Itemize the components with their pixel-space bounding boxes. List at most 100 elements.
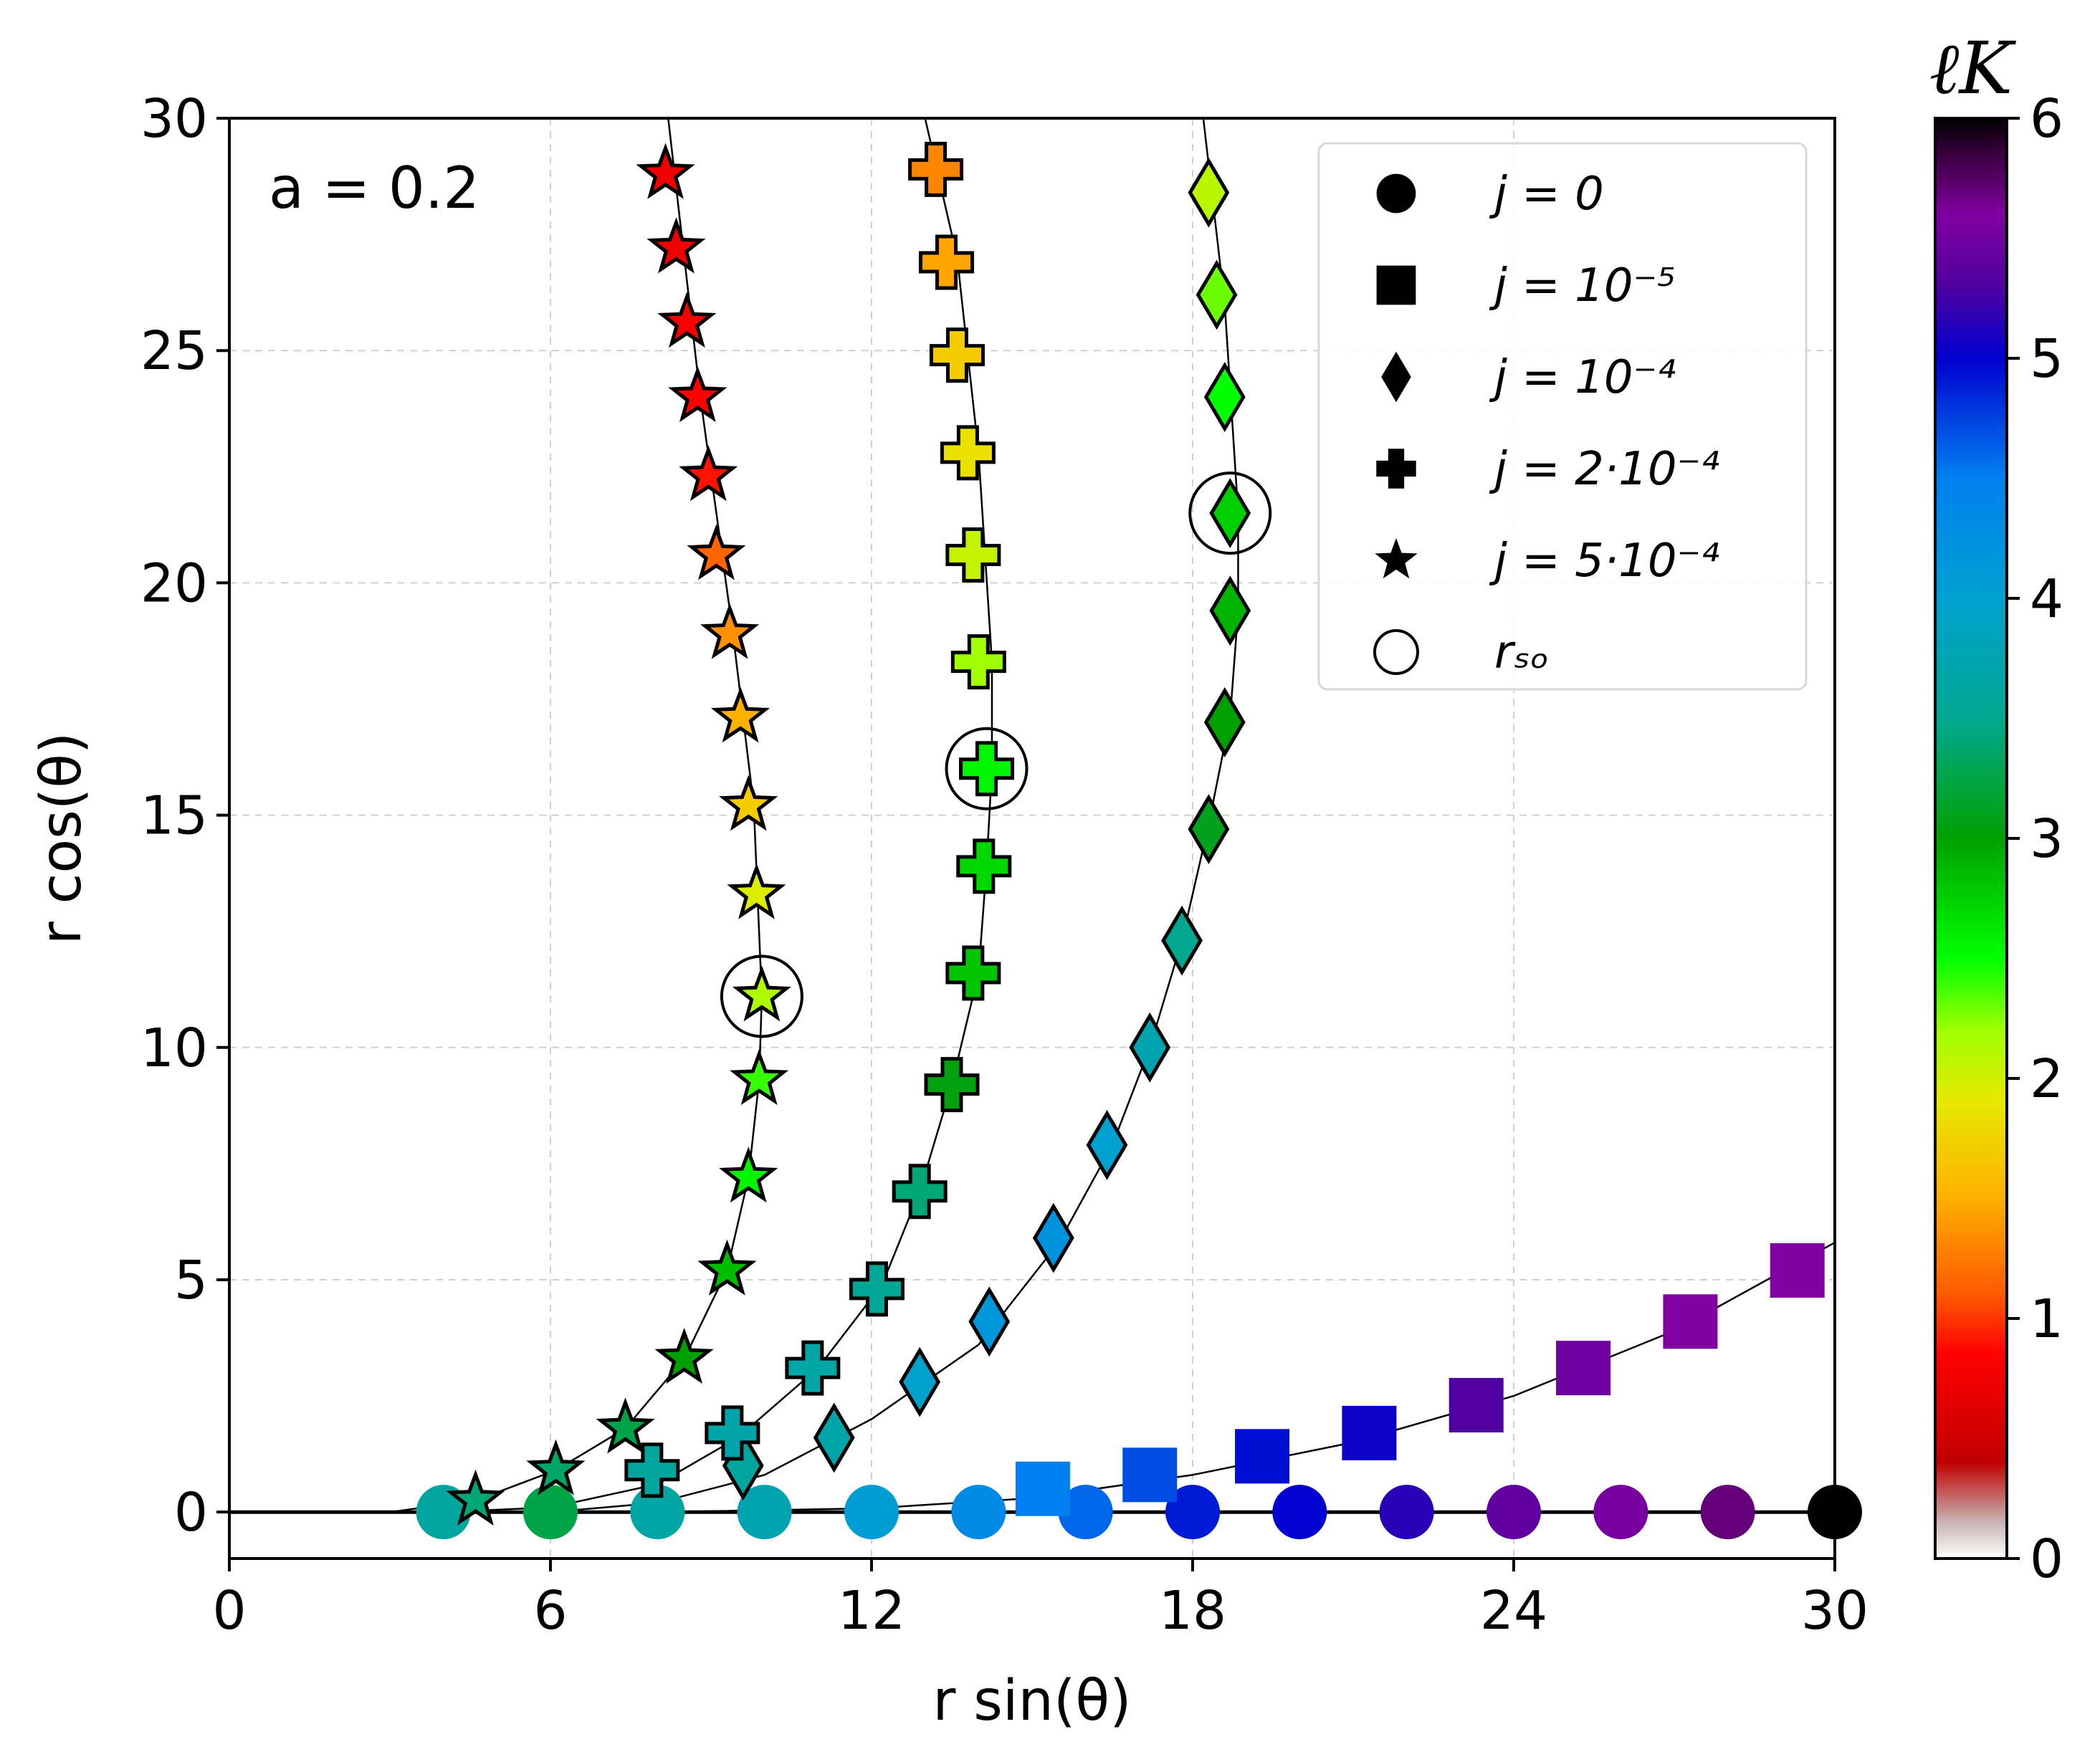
diamond-legend-icon (1381, 351, 1411, 403)
rso-circle (720, 954, 803, 1038)
plus-point (929, 327, 985, 383)
plus-point (924, 1057, 980, 1113)
diamond-point (1203, 686, 1246, 757)
square-point (1122, 1447, 1178, 1503)
star-point (657, 292, 717, 348)
plus-legend-icon (1376, 449, 1416, 489)
y-tick-label: 5 (174, 1250, 208, 1311)
y-tick-label: 30 (140, 88, 208, 150)
plus-point (919, 234, 975, 290)
square-point (1663, 1294, 1718, 1349)
circle-point (1272, 1485, 1327, 1540)
star-point (679, 445, 738, 502)
legend: j = 0 j = 10⁻⁵ j = 10⁻⁴ j = 2·10⁻⁴ j = 5·10⁻… (1317, 142, 1808, 691)
star-point (700, 603, 760, 659)
colorbar-tick-label: 1 (2030, 1288, 2063, 1350)
star-point (596, 1397, 655, 1454)
star-point (727, 863, 786, 919)
star-point (654, 1328, 714, 1384)
plus-point (945, 945, 1001, 1001)
x-tick-label: 6 (533, 1580, 567, 1642)
plus-point (908, 141, 964, 197)
star-point (668, 365, 727, 423)
circle-point (844, 1485, 899, 1540)
square-point (1235, 1429, 1290, 1484)
legend-label: j = 0 (1489, 168, 1604, 221)
star-point (526, 1439, 586, 1495)
star-legend-icon (1375, 537, 1418, 579)
square-point (1342, 1405, 1397, 1460)
colorbar-tick-label: 5 (2030, 328, 2063, 390)
circle-point (523, 1485, 578, 1540)
colorbar-tick-label: 6 (2030, 88, 2063, 150)
colorbar-tick-label: 3 (2030, 808, 2063, 870)
circle-point (1165, 1485, 1220, 1540)
star-point (732, 965, 792, 1022)
diamond-point (1129, 1012, 1171, 1083)
circle-point (1486, 1485, 1541, 1540)
circle-point (1700, 1485, 1755, 1540)
legend-label: rₛₒ (1494, 626, 1550, 679)
x-tick-label: 24 (1480, 1580, 1547, 1642)
circle-point (630, 1485, 685, 1540)
circle-point (951, 1485, 1006, 1540)
diamond-point (1195, 259, 1238, 330)
diamond-point (968, 1286, 1011, 1357)
star-point (710, 686, 770, 743)
y-axis-label: r cos(θ) (29, 732, 94, 945)
x-tick-label: 0 (212, 1580, 246, 1642)
diamond-point (1209, 575, 1251, 646)
colorbar-tick-label: 2 (2030, 1048, 2063, 1110)
circle-legend-icon (1376, 173, 1416, 214)
plus-point (950, 634, 1006, 690)
star-point (687, 524, 746, 580)
diamond-point (1203, 362, 1246, 432)
diamond-point (1209, 478, 1251, 549)
square-point (1770, 1243, 1825, 1298)
y-tick-label: 15 (140, 785, 208, 847)
colorbar-title: ℓK (1929, 27, 2017, 110)
star-point (719, 775, 778, 831)
diamond-point (813, 1402, 855, 1473)
plot-frame (228, 117, 1836, 1560)
star-point (446, 1469, 505, 1526)
plus-point (892, 1164, 948, 1220)
colorbar-tick-label: 0 (2030, 1528, 2063, 1590)
square-point (1015, 1461, 1070, 1516)
star-point (636, 143, 695, 199)
diamond-point (1086, 1110, 1128, 1180)
circle-point (1379, 1485, 1434, 1540)
diamond-point (1032, 1202, 1074, 1273)
diamond-point (1161, 905, 1203, 976)
star-point (719, 1146, 778, 1203)
circle-point (1593, 1485, 1648, 1540)
y-tick-label: 20 (140, 552, 208, 614)
x-tick-label: 12 (838, 1580, 905, 1642)
diamond-point (1188, 794, 1230, 864)
square-legend-icon (1376, 265, 1416, 305)
legend-label: j = 10⁻⁵ (1489, 259, 1676, 312)
fit-curve (229, 1242, 1835, 1513)
square-point (1556, 1341, 1611, 1396)
colorbar-gradient (1934, 117, 2008, 1560)
star-point (646, 217, 706, 274)
circle-point (737, 1485, 792, 1540)
fit-curve (229, 118, 1239, 1513)
x-tick-label: 18 (1159, 1580, 1226, 1642)
legend-box (1317, 142, 1808, 691)
colorbar: 0 1 2 3 4 5 6ℓK (1929, 27, 2063, 1590)
diamond-point (899, 1346, 941, 1417)
plus-point (785, 1340, 841, 1396)
plus-point (624, 1442, 680, 1498)
markers (416, 141, 1862, 1540)
star-point (697, 1239, 757, 1296)
plus-point (849, 1261, 905, 1317)
y-tick-label: 25 (140, 320, 208, 382)
square-point (1448, 1378, 1504, 1433)
legend-label: j = 2·10⁻⁴ (1489, 443, 1719, 496)
colorbar-tick-label: 4 (2030, 568, 2063, 630)
y-tick-label: 10 (140, 1018, 208, 1079)
annotation: a = 0.2 (269, 155, 479, 221)
axes: 0 6 12 18 24 30 0 5 10 15 20 25 30 (140, 88, 1868, 1642)
